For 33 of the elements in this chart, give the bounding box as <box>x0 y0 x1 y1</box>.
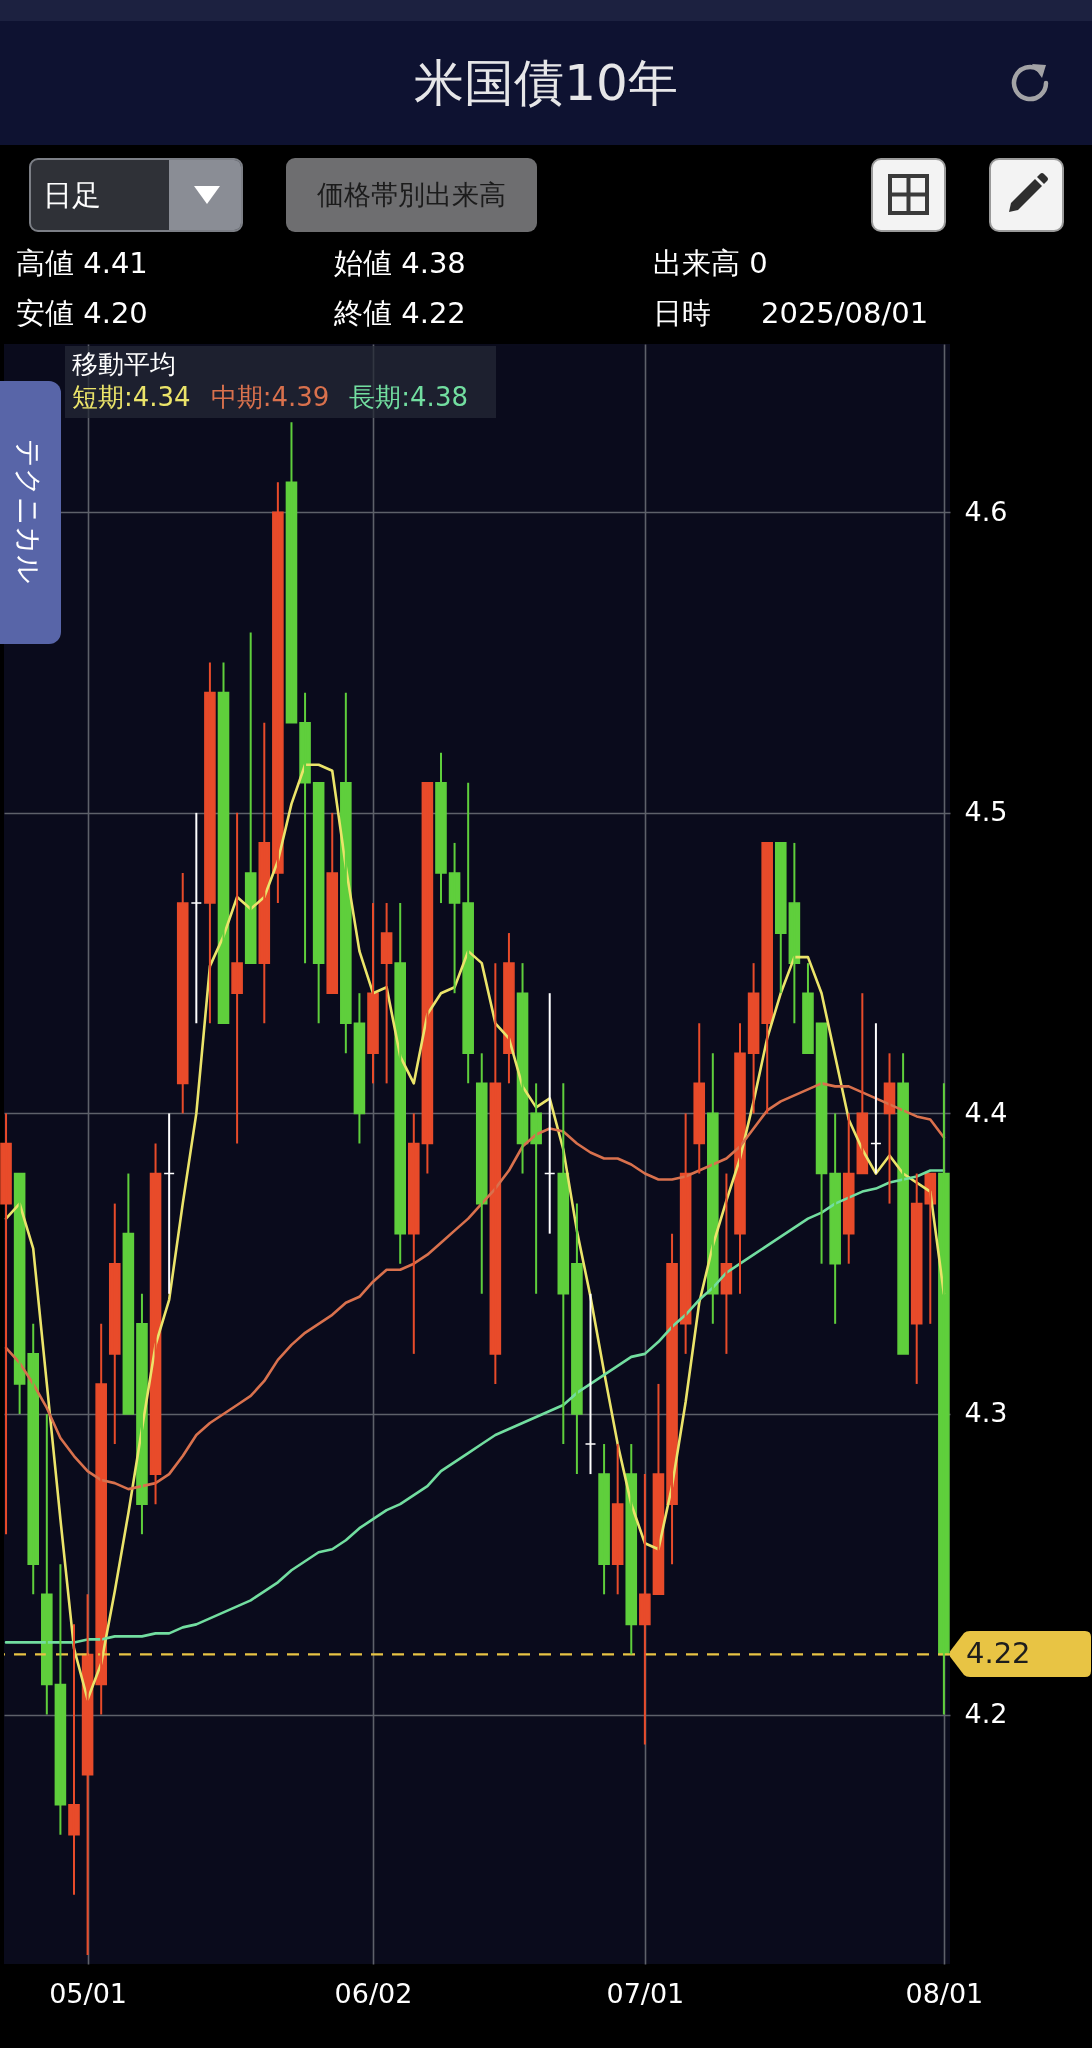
candlestick <box>870 1022 882 1175</box>
line-series <box>4 1082 946 1491</box>
text: 出来高 0 <box>653 245 768 281</box>
candlestick <box>584 1292 597 1476</box>
x-tick-label: 07/01 <box>606 1977 685 2009</box>
side-tab: テクニカル <box>0 381 61 644</box>
text: 日時 <box>653 295 711 331</box>
y-tick-label: 4.6 <box>964 495 1008 527</box>
text: 始値 4.38 <box>334 245 466 281</box>
chart-title: 米国債10年 <box>0 21 1092 145</box>
candlestick <box>543 992 556 1235</box>
text: 長期:4.38 <box>349 382 468 412</box>
text: 安値 4.20 <box>16 295 148 331</box>
candlestick <box>163 1112 175 1295</box>
text: 短期:4.34 <box>72 382 191 412</box>
annotation: テクニカル <box>11 439 46 584</box>
x-tick-label: 05/01 <box>49 1977 127 2009</box>
legend-title: 移動平均 <box>72 348 177 380</box>
y-tick-label: 4.4 <box>964 1096 1008 1128</box>
text: 中期:4.39 <box>210 382 330 412</box>
line-series <box>4 1169 946 1644</box>
text: 2025/08/01 <box>761 295 929 331</box>
y-tick-label: 4.2 <box>964 1698 1008 1730</box>
x-tick-label: 08/01 <box>905 1977 984 2009</box>
button: 価格帯別出来高 <box>286 158 537 232</box>
dropdown-field: 日足 <box>29 158 243 232</box>
candlestick <box>190 811 203 1025</box>
text: 4.22 <box>966 1636 1031 1671</box>
y-tick-label: 4.5 <box>964 796 1008 828</box>
text: 終値 4.22 <box>334 295 466 331</box>
y-tick-label: 4.3 <box>964 1397 1008 1429</box>
x-tick-label: 06/02 <box>334 1977 413 2009</box>
text: 高値 4.41 <box>16 245 148 281</box>
